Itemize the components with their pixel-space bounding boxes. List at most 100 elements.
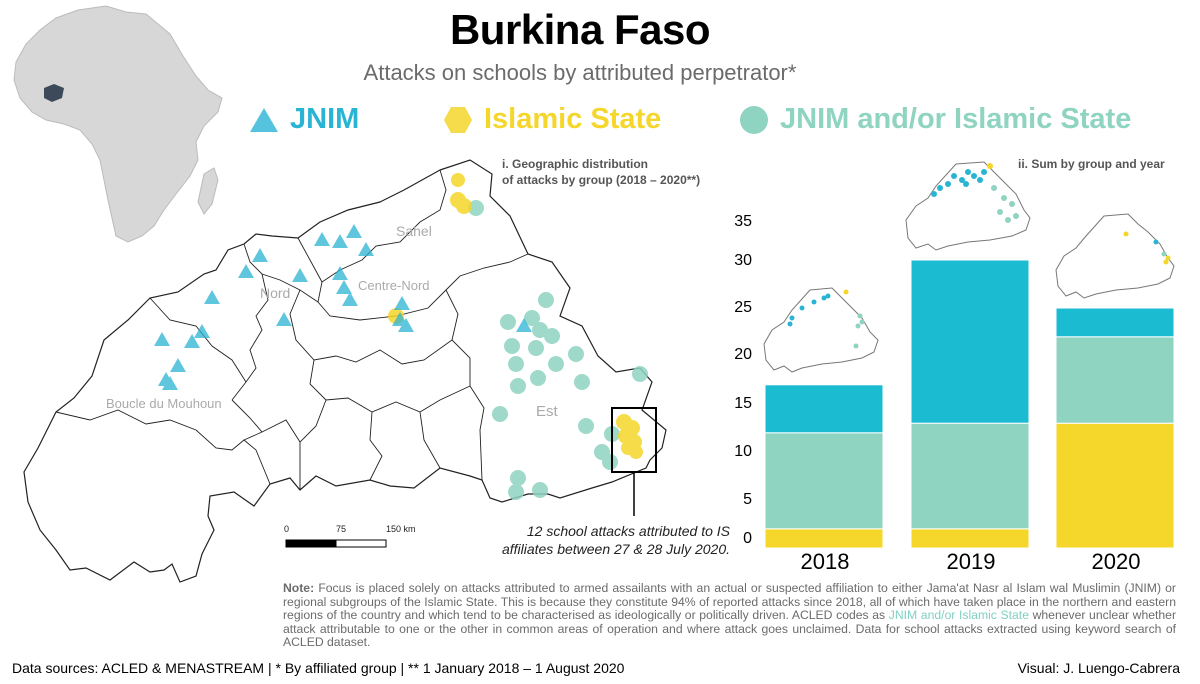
marker-triangle <box>342 292 358 306</box>
y-tick-0: 0 <box>743 530 752 547</box>
attack-markers-jnim <box>154 224 532 390</box>
marker-circle <box>548 356 564 372</box>
marker-triangle <box>314 232 330 246</box>
legend-label-jnim-or-is: JNIM and/or Islamic State <box>780 103 1132 135</box>
region-label-est: Est <box>536 403 559 420</box>
legend-label-jnim: JNIM <box>290 103 360 135</box>
bar-segment-2020 <box>1055 307 1175 338</box>
y-tick-35: 35 <box>734 213 752 230</box>
marker-circle <box>510 470 526 486</box>
marker-circle <box>532 322 548 338</box>
marker-circle <box>532 482 548 498</box>
scale-label-75: 75 <box>336 524 346 534</box>
page-subtitle: Attacks on schools by attributed perpetr… <box>363 60 797 85</box>
attack-markers-islamic-state <box>388 173 643 459</box>
mini-map-2020 <box>1055 213 1175 299</box>
region-borders <box>55 169 529 490</box>
marker-triangle <box>332 266 348 280</box>
marker-triangle <box>346 224 362 238</box>
attack-markers-jnim-or-is <box>468 200 648 500</box>
marker-triangle <box>292 268 308 282</box>
marker-circle <box>538 292 554 308</box>
scale-bar <box>285 539 387 548</box>
bar-segment-2018 <box>764 384 884 434</box>
marker-circle <box>508 484 524 500</box>
marker-circle <box>492 406 508 422</box>
country-outline <box>23 159 667 583</box>
marker-triangle <box>252 248 268 262</box>
chart-panel-label: ii. Sum by group and year <box>1018 157 1165 171</box>
marker-circle <box>528 340 544 356</box>
marker-circle <box>510 378 526 394</box>
stacked-bar-chart <box>764 259 1175 549</box>
africa-continent-shape <box>13 5 223 243</box>
marker-circle <box>568 346 584 362</box>
madagascar-shape <box>197 167 219 215</box>
visual-credit: Visual: J. Luengo-Cabrera <box>1017 660 1180 676</box>
marker-triangle <box>204 290 220 304</box>
marker-triangle <box>194 324 210 338</box>
region-label-centre-nord: Centre-Nord <box>358 278 430 293</box>
marker-triangle <box>154 332 170 346</box>
legend-jnim: JNIM <box>248 103 359 136</box>
burkina-faso-map: Sahel Nord Centre-Nord Boucle du Mouhoun… <box>23 159 667 583</box>
scale-label-150: 150 km <box>386 524 416 534</box>
mini-map-2018 <box>763 287 879 373</box>
marker-hexagon <box>451 173 465 187</box>
circle-icon <box>740 105 768 134</box>
data-sources: Data sources: ACLED & MENASTREAM | * By … <box>12 660 625 676</box>
legend-label-islamic-state: Islamic State <box>484 103 662 135</box>
marker-triangle <box>162 376 178 390</box>
bar-segment-2019 <box>910 528 1030 549</box>
marker-triangle <box>238 264 254 278</box>
marker-circle <box>578 418 594 434</box>
x-tick-2020: 2020 <box>1091 549 1141 574</box>
callout-text: 12 school attacks attributed to IS affil… <box>501 523 730 557</box>
marker-triangle <box>170 358 186 372</box>
scale-label-0: 0 <box>284 524 289 534</box>
africa-inset-map <box>13 5 223 243</box>
page-title: Burkina Faso <box>449 6 711 53</box>
marker-circle <box>632 366 648 382</box>
marker-circle <box>524 310 540 326</box>
bar-segment-2018 <box>764 528 884 549</box>
y-tick-5: 5 <box>743 491 752 508</box>
burkina-faso-highlight <box>44 84 64 102</box>
marker-circle <box>504 338 520 354</box>
region-label-nord: Nord <box>260 285 290 301</box>
marker-triangle <box>336 280 352 294</box>
marker-triangle <box>516 318 532 332</box>
marker-hexagon <box>629 445 643 459</box>
region-label-sahel: Sahel <box>396 223 432 239</box>
marker-triangle <box>394 296 410 310</box>
marker-circle <box>530 370 546 386</box>
y-tick-25: 25 <box>734 299 752 316</box>
note-text: Note: Focus is placed solely on attacks … <box>283 581 1177 650</box>
marker-circle <box>508 356 524 372</box>
triangle-icon <box>250 107 278 132</box>
y-tick-30: 30 <box>734 252 752 269</box>
bar-segment-2020 <box>1055 422 1175 549</box>
note-label: Note: <box>283 581 315 595</box>
bar-segment-2018 <box>764 432 884 530</box>
y-tick-10: 10 <box>734 443 752 460</box>
bar-segment-2019 <box>910 259 1030 424</box>
marker-circle <box>574 374 590 390</box>
bar-segment-2019 <box>910 422 1030 530</box>
bar-segment-2020 <box>1055 336 1175 424</box>
marker-hexagon <box>456 198 472 214</box>
legend-islamic-state: Islamic State <box>442 103 661 136</box>
x-tick-2019: 2019 <box>946 549 996 574</box>
marker-circle <box>602 454 618 470</box>
legend-jnim-or-is: JNIM and/or Islamic State <box>738 103 1131 136</box>
y-tick-20: 20 <box>734 346 752 363</box>
region-label-boucle-du-mouhoun: Boucle du Mouhoun <box>106 396 222 411</box>
marker-circle <box>500 314 516 330</box>
mini-map-2019 <box>905 161 1031 251</box>
y-tick-15: 15 <box>734 395 752 412</box>
hexagon-icon <box>444 106 472 133</box>
marker-triangle <box>184 334 200 348</box>
marker-triangle <box>358 242 374 256</box>
note-body-2: whenever unclear whether attack attribut… <box>283 608 1177 650</box>
marker-circle <box>468 200 484 216</box>
